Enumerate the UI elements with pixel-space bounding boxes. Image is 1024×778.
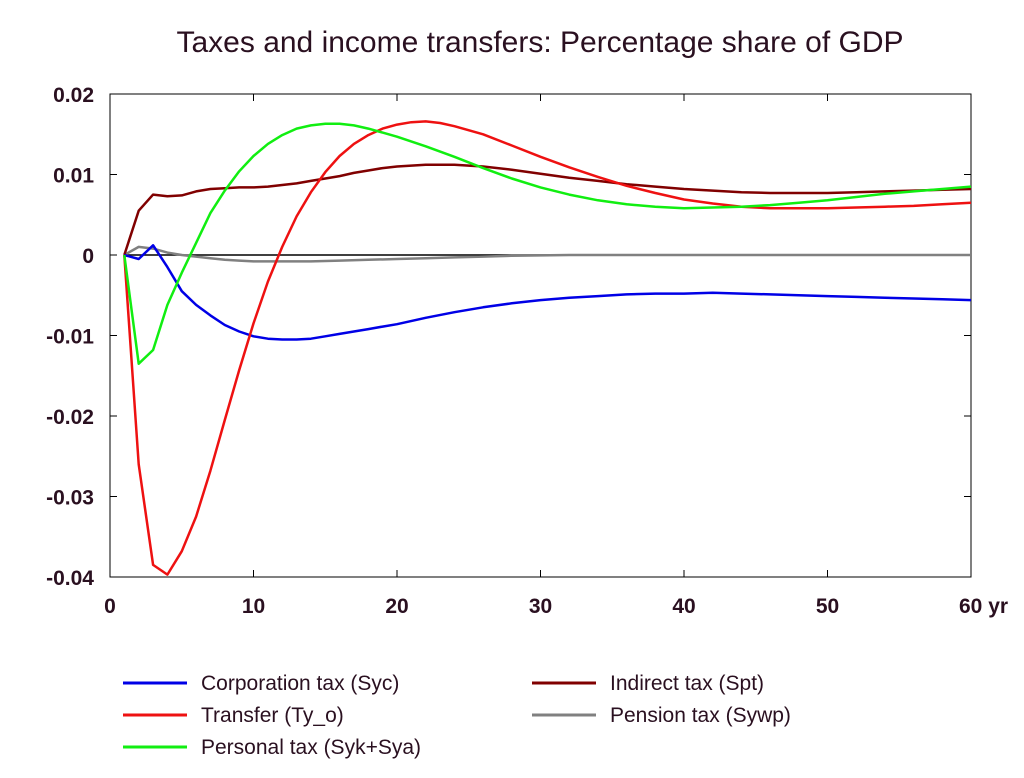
- series-line-4: [123, 245, 971, 263]
- plot-frame: [109, 93, 972, 578]
- series-line-0: [123, 244, 972, 341]
- y-tick-label: 0: [82, 245, 94, 268]
- tick-labels: 0.02 0.01 0 -0.01 -0.02 -0.03 -0.04 0 10 20 30 40 50…: [46, 84, 1008, 618]
- axis-ticks: [109, 93, 972, 578]
- series-line-1: [123, 120, 972, 576]
- x-tick-label: 60 yr: [959, 595, 1008, 618]
- legend-label: Transfer (Ty_o): [201, 704, 344, 727]
- y-tick-label: -0.01: [46, 326, 94, 349]
- y-tick-label: 0.01: [53, 165, 94, 188]
- series-line-2: [123, 122, 972, 365]
- legend: Corporation tax (Syc) Transfer (Ty_o) Pers…: [123, 672, 791, 759]
- x-tick-label: 40: [672, 595, 695, 618]
- y-tick-label: -0.04: [46, 567, 94, 590]
- x-tick-label: 30: [529, 595, 552, 618]
- chart-title: Taxes and income transfers: Percentage s…: [176, 26, 903, 59]
- y-tick-label: -0.02: [46, 406, 94, 429]
- legend-label: Corporation tax (Syc): [201, 672, 399, 695]
- legend-label: Personal tax (Syk+Sya): [201, 736, 421, 759]
- y-tick-label: -0.03: [46, 487, 94, 510]
- y-tick-label: 0.02: [53, 84, 94, 107]
- series-lines: [123, 120, 972, 576]
- x-tick-label: 0: [104, 595, 116, 618]
- legend-label: Pension tax (Sywp): [610, 704, 791, 727]
- series-line-3: [123, 163, 972, 256]
- x-tick-label: 50: [816, 595, 839, 618]
- x-tick-label: 20: [385, 595, 408, 618]
- x-tick-label: 10: [242, 595, 265, 618]
- legend-label: Indirect tax (Spt): [610, 672, 764, 695]
